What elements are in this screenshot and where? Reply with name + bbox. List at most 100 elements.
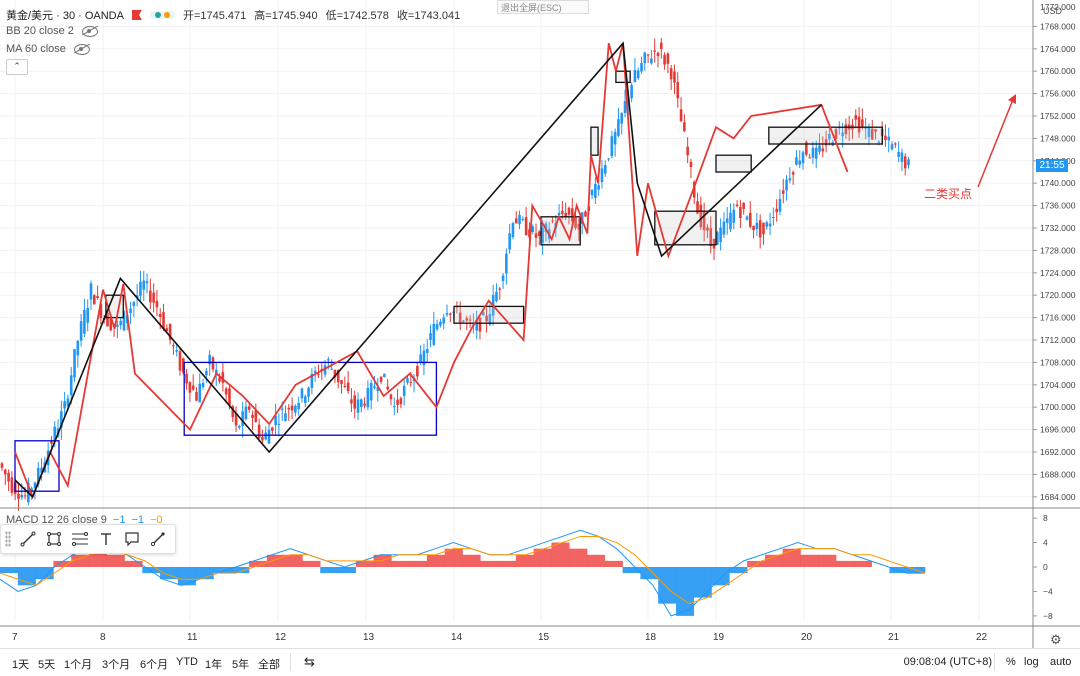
candle-body [340, 380, 343, 384]
tf-ytd[interactable]: YTD [176, 656, 198, 668]
time-label: 7 [12, 632, 18, 643]
candle-body [683, 122, 686, 132]
candle-body [271, 427, 274, 431]
text-icon[interactable] [93, 527, 119, 551]
candle-body [897, 151, 900, 157]
divider [290, 653, 291, 671]
visibility-icon[interactable] [81, 25, 98, 37]
drag-handle[interactable] [5, 531, 11, 547]
candle-body [429, 333, 432, 340]
fib-icon[interactable] [67, 527, 93, 551]
candle-body [79, 321, 83, 341]
macd-histogram-bar [818, 554, 837, 567]
candle-body [116, 324, 119, 327]
candle-body [155, 300, 159, 308]
symbol-title[interactable]: 黄金/美元 · 30 · OANDA [6, 10, 124, 22]
candle-body [620, 113, 624, 124]
candle-body [373, 386, 376, 389]
candle-body [666, 53, 670, 64]
macd-histogram-bar [462, 554, 481, 567]
candle-body [900, 152, 904, 162]
macd-legend[interactable]: MACD 12 26 close 9 −1 −1 −0 [6, 514, 163, 526]
candle-body [99, 303, 103, 319]
candle-body [508, 233, 511, 250]
collapse-legend-button[interactable]: ⌃ [6, 59, 28, 75]
candle-body [814, 147, 818, 159]
candle-body [188, 382, 192, 393]
price-label: 1752.000 [1040, 111, 1076, 121]
macd-label: MACD 12 26 close 9 [6, 514, 107, 526]
macd-histogram-bar [177, 567, 196, 586]
log-toggle[interactable]: log [1024, 656, 1039, 668]
macd-histogram-bar [231, 567, 250, 574]
tf-6m[interactable]: 6个月 [140, 659, 169, 671]
candle-body [247, 406, 251, 410]
candle-body [706, 227, 709, 231]
candle-body [109, 318, 113, 331]
macd-histogram-bar [853, 560, 872, 567]
flag-icon[interactable] [131, 10, 142, 20]
tf-5d[interactable]: 5天 [38, 659, 56, 671]
percent-toggle[interactable]: % [1006, 656, 1016, 668]
candle-body [570, 208, 574, 222]
clock[interactable]: 09:08:04 (UTC+8) [903, 656, 992, 668]
auto-toggle[interactable]: auto [1050, 656, 1072, 668]
candle-body [406, 378, 409, 383]
settings-gear-icon[interactable]: ⚙ [1050, 632, 1062, 647]
rectangle-icon[interactable] [41, 527, 67, 551]
consolidation-zone [453, 305, 525, 324]
candle-body [541, 227, 544, 243]
price-label: 1768.000 [1040, 21, 1076, 31]
price-label: 1720.000 [1040, 290, 1076, 300]
price-label: 1696.000 [1040, 425, 1076, 435]
candle-body [257, 424, 261, 439]
candle-body [567, 207, 571, 215]
macd-histogram-bar [320, 567, 339, 574]
candle-body [439, 321, 442, 326]
time-label: 13 [363, 632, 375, 643]
visibility-icon[interactable] [73, 43, 90, 55]
bb-indicator-legend[interactable]: BB 20 close 2 [6, 25, 98, 37]
macd-label: −8 [1043, 611, 1053, 621]
price-label-top: 1772.000 [1040, 2, 1076, 12]
candle-body [106, 312, 109, 327]
tf-1m[interactable]: 1个月 [64, 659, 93, 671]
consolidation-zone [715, 154, 752, 173]
candle-body [158, 313, 162, 318]
exit-fullscreen-button[interactable]: 退出全屏(ESC) [497, 0, 589, 14]
consolidation-zone [183, 361, 438, 436]
candle-body [162, 312, 165, 330]
candle-body [907, 159, 910, 166]
time-label: 8 [100, 632, 106, 643]
candle-body [584, 211, 587, 217]
candle-body [653, 50, 656, 52]
candle-body [867, 127, 871, 137]
macd-histogram-bar [124, 560, 143, 567]
candle-body [93, 295, 96, 305]
tf-all[interactable]: 全部 [258, 659, 280, 671]
goto-date-icon[interactable]: ⇆ [304, 654, 315, 669]
tf-1y[interactable]: 1年 [205, 659, 223, 671]
ma-indicator-legend[interactable]: MA 60 close [6, 43, 90, 55]
macd-histogram-bar [302, 560, 321, 567]
candle-body [350, 399, 353, 404]
tf-3m[interactable]: 3个月 [102, 659, 131, 671]
trendline-icon[interactable] [15, 527, 41, 551]
candle-body [425, 349, 429, 353]
candle-body [824, 139, 828, 146]
market-status-badge [149, 11, 175, 19]
tf-5y[interactable]: 5年 [232, 659, 250, 671]
candle-body [755, 222, 759, 230]
candle-body [201, 382, 205, 387]
price-label: 1704.000 [1040, 380, 1076, 390]
macd-histogram-bar [391, 560, 410, 567]
candle-body [386, 386, 389, 390]
price-label: 1700.000 [1040, 402, 1076, 412]
tf-1d[interactable]: 1天 [12, 659, 30, 671]
candle-body [182, 358, 185, 373]
candle-body [788, 178, 792, 181]
callout-icon[interactable] [119, 527, 145, 551]
candle-body [10, 477, 14, 493]
brush-icon[interactable] [145, 527, 171, 551]
